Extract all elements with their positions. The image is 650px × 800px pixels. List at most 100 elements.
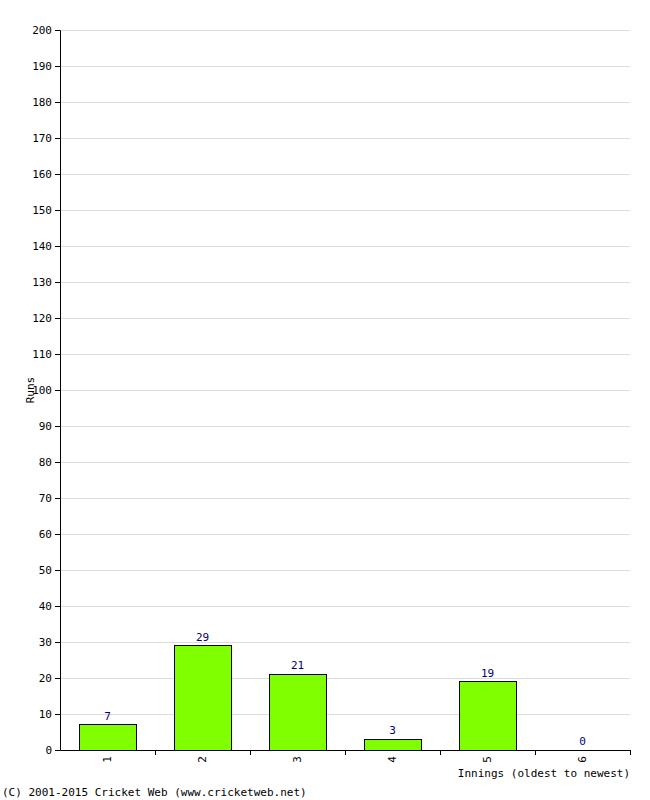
y-tick-mark <box>55 390 60 391</box>
x-separator <box>345 750 346 755</box>
x-separator <box>440 750 441 755</box>
grid-line <box>60 174 630 175</box>
y-tick: 120 <box>32 312 60 325</box>
x-tick: 3 <box>291 750 304 763</box>
data-label: 3 <box>389 724 396 737</box>
data-labels: 729213190 <box>104 631 586 748</box>
grid-line <box>60 66 630 67</box>
y-tick: 70 <box>39 492 60 505</box>
bar <box>554 750 611 751</box>
y-tick-label: 40 <box>39 600 52 613</box>
y-tick-mark <box>55 534 60 535</box>
x-tick: 1 <box>101 750 114 763</box>
x-axis: 1 2 3 4 5 6 <box>61 750 631 763</box>
y-tick: 160 <box>32 168 60 181</box>
x-tick-label: 5 <box>481 756 494 763</box>
y-tick-label: 80 <box>39 456 52 469</box>
data-label: 29 <box>196 631 209 644</box>
y-tick-mark <box>55 462 60 463</box>
x-separators <box>155 750 630 755</box>
y-tick-label: 180 <box>32 96 52 109</box>
bars <box>79 646 516 750</box>
chart: 0102030405060708090100110120130140150160… <box>0 0 650 800</box>
y-tick-mark <box>55 642 60 643</box>
y-tick-mark <box>55 66 60 67</box>
grid-line <box>60 498 630 499</box>
y-tick: 60 <box>39 528 60 541</box>
y-tick-mark <box>55 426 60 427</box>
y-tick: 150 <box>32 204 60 217</box>
y-tick-mark <box>55 210 60 211</box>
y-tick: 20 <box>39 672 60 685</box>
y-tick-label: 170 <box>32 132 52 145</box>
y-tick-mark <box>55 354 60 355</box>
y-tick-label: 200 <box>32 24 52 37</box>
x-tick-label: 6 <box>576 756 589 763</box>
y-tick-mark <box>55 30 60 31</box>
grid-line <box>60 318 630 319</box>
grid-line <box>60 606 630 607</box>
y-tick: 90 <box>39 420 60 433</box>
grid-line <box>60 534 630 535</box>
x-separator <box>155 750 156 755</box>
y-tick-label: 0 <box>45 744 52 757</box>
y-tick-label: 20 <box>39 672 52 685</box>
y-tick: 40 <box>39 600 60 613</box>
grid-line <box>60 282 630 283</box>
x-tick-label: 4 <box>386 756 399 763</box>
x-axis-title: Innings (oldest to newest) <box>458 767 630 780</box>
y-tick: 0 <box>45 744 60 757</box>
y-tick-label: 140 <box>32 240 52 253</box>
y-tick-label: 190 <box>32 60 52 73</box>
y-tick: 190 <box>32 60 60 73</box>
data-label: 7 <box>104 710 111 723</box>
y-tick-mark <box>55 282 60 283</box>
y-tick: 180 <box>32 96 60 109</box>
y-tick: 130 <box>32 276 60 289</box>
bar <box>269 674 326 750</box>
y-tick-label: 120 <box>32 312 52 325</box>
y-tick-label: 130 <box>32 276 52 289</box>
x-separator <box>630 750 631 755</box>
y-tick-label: 50 <box>39 564 52 577</box>
y-tick-mark <box>55 246 60 247</box>
grid-line <box>60 714 630 715</box>
y-tick-label: 30 <box>39 636 52 649</box>
bar <box>174 646 231 750</box>
grid-line <box>60 426 630 427</box>
grid-line <box>60 246 630 247</box>
x-tick: 2 <box>196 750 209 763</box>
x-separator <box>250 750 251 755</box>
grid <box>60 30 630 750</box>
y-axis-title: Runs <box>24 377 37 404</box>
y-tick-mark <box>55 174 60 175</box>
x-tick: 4 <box>386 750 399 763</box>
y-tick: 200 <box>32 24 60 37</box>
grid-line <box>60 210 630 211</box>
grid-line <box>60 30 630 31</box>
grid-line <box>60 642 630 643</box>
data-label: 19 <box>481 667 494 680</box>
y-tick-mark <box>55 606 60 607</box>
x-tick: 5 <box>481 750 494 763</box>
y-tick: 170 <box>32 132 60 145</box>
y-tick-mark <box>55 318 60 319</box>
y-tick: 110 <box>32 348 60 361</box>
y-tick-label: 10 <box>39 708 52 721</box>
annotation: (C) 2001-2015 Cricket Web (www.cricketwe… <box>2 786 307 799</box>
grid-line <box>60 678 630 679</box>
y-tick-label: 90 <box>39 420 52 433</box>
y-tick-mark <box>55 138 60 139</box>
y-tick: 10 <box>39 708 60 721</box>
grid-line <box>60 354 630 355</box>
grid-line <box>60 570 630 571</box>
grid-line <box>60 138 630 139</box>
grid-line <box>60 102 630 103</box>
grid-line <box>60 390 630 391</box>
x-tick-label: 1 <box>101 756 114 763</box>
data-label: 0 <box>579 735 586 748</box>
y-tick: 80 <box>39 456 60 469</box>
x-tick-label: 2 <box>196 756 209 763</box>
y-tick-mark <box>55 570 60 571</box>
y-tick-mark <box>55 678 60 679</box>
